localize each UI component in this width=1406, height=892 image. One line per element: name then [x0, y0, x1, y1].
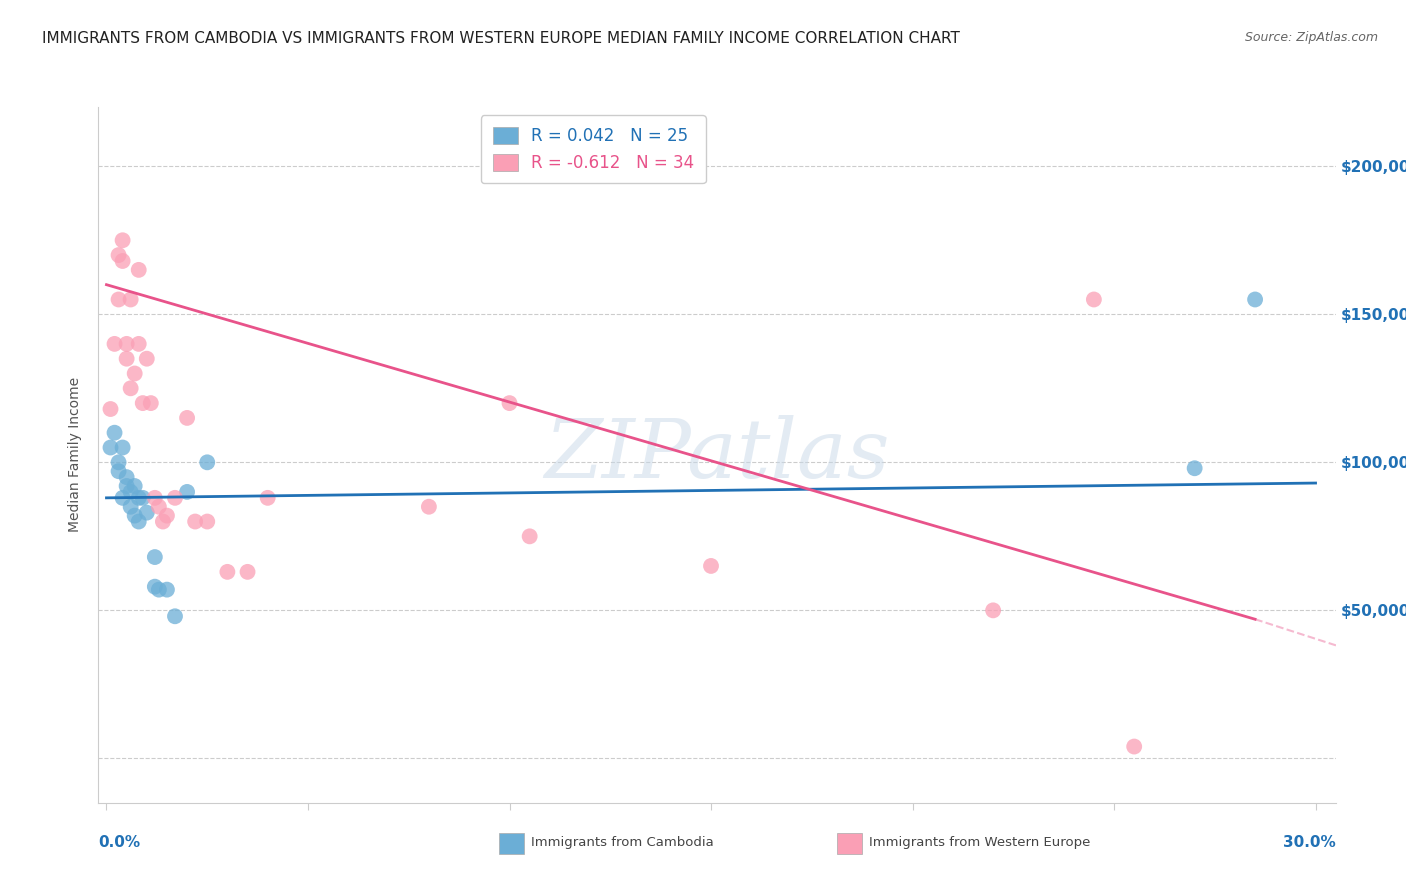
Point	[1184, 461, 1206, 475]
Text: 30.0%: 30.0%	[1282, 836, 1336, 850]
Point	[1123, 739, 1146, 754]
Point	[120, 484, 142, 499]
Text: Immigrants from Cambodia: Immigrants from Cambodia	[531, 837, 714, 849]
Text: Source: ZipAtlas.com: Source: ZipAtlas.com	[1244, 31, 1378, 45]
Point	[195, 455, 218, 469]
Text: 0.0%: 0.0%	[98, 836, 141, 850]
Point	[124, 508, 146, 523]
Text: ZIPatlas: ZIPatlas	[544, 415, 890, 495]
Point	[111, 491, 134, 505]
Point	[124, 479, 146, 493]
Point	[152, 515, 174, 529]
Point	[107, 248, 129, 262]
Point	[1244, 293, 1267, 307]
Y-axis label: Median Family Income: Median Family Income	[69, 377, 83, 533]
Point	[176, 484, 198, 499]
Point	[111, 254, 134, 268]
Point	[163, 491, 186, 505]
Point	[135, 351, 157, 366]
Point	[107, 464, 129, 478]
Point	[498, 396, 520, 410]
Point	[100, 402, 122, 417]
Point	[115, 337, 138, 351]
Point	[135, 506, 157, 520]
Point	[103, 425, 125, 440]
Point	[148, 500, 170, 514]
Point	[1083, 293, 1105, 307]
Point	[128, 515, 150, 529]
Text: IMMIGRANTS FROM CAMBODIA VS IMMIGRANTS FROM WESTERN EUROPE MEDIAN FAMILY INCOME : IMMIGRANTS FROM CAMBODIA VS IMMIGRANTS F…	[42, 31, 960, 46]
Point	[124, 367, 146, 381]
Point	[143, 491, 166, 505]
Point	[115, 470, 138, 484]
Point	[132, 491, 155, 505]
Point	[176, 411, 198, 425]
Point	[103, 337, 125, 351]
Point	[120, 381, 142, 395]
Point	[148, 582, 170, 597]
Point	[111, 441, 134, 455]
Legend: R = 0.042   N = 25, R = -0.612   N = 34: R = 0.042 N = 25, R = -0.612 N = 34	[481, 115, 706, 184]
Point	[700, 558, 723, 573]
Point	[195, 515, 218, 529]
Point	[139, 396, 162, 410]
Point	[236, 565, 259, 579]
Point	[111, 233, 134, 247]
Point	[163, 609, 186, 624]
Point	[184, 515, 207, 529]
Point	[120, 293, 142, 307]
Point	[100, 441, 122, 455]
Point	[418, 500, 440, 514]
Point	[128, 491, 150, 505]
Point	[115, 479, 138, 493]
Point	[115, 351, 138, 366]
Point	[217, 565, 239, 579]
Text: Immigrants from Western Europe: Immigrants from Western Europe	[869, 837, 1090, 849]
Point	[981, 603, 1004, 617]
Point	[128, 263, 150, 277]
Point	[156, 582, 179, 597]
Point	[132, 396, 155, 410]
Point	[256, 491, 278, 505]
Point	[120, 500, 142, 514]
Point	[107, 455, 129, 469]
Point	[143, 580, 166, 594]
Point	[128, 337, 150, 351]
Point	[143, 550, 166, 565]
Point	[107, 293, 129, 307]
Point	[156, 508, 179, 523]
Point	[519, 529, 541, 543]
